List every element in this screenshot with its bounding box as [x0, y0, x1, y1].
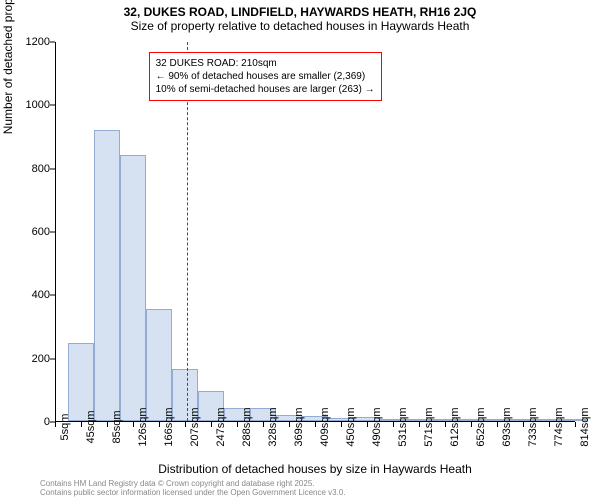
histogram-bar: [146, 309, 172, 421]
plot-area: 32 DUKES ROAD: 210sqm ← 90% of detached …: [55, 42, 575, 422]
footer-text: Contains HM Land Registry data © Crown c…: [40, 480, 346, 498]
footer-line2: Contains public sector information licen…: [40, 489, 346, 498]
x-tick-label: 531sqm: [397, 407, 409, 446]
x-tick-label: 126sqm: [137, 407, 149, 446]
x-tick-label: 45sqm: [85, 410, 97, 443]
x-tick-label: 288sqm: [241, 407, 253, 446]
y-tick-label: 600: [15, 226, 50, 238]
callout-line3: 10% of semi-detached houses are larger (…: [156, 83, 375, 96]
x-tick-label: 774sqm: [553, 407, 565, 446]
x-tick-label: 652sqm: [475, 407, 487, 446]
x-tick-mark: [315, 422, 316, 427]
x-axis-label: Distribution of detached houses by size …: [55, 462, 575, 476]
histogram-bar: [120, 155, 146, 421]
callout-line1: 32 DUKES ROAD: 210sqm: [156, 57, 375, 70]
title-line2: Size of property relative to detached ho…: [10, 19, 590, 33]
x-tick-label: 450sqm: [345, 407, 357, 446]
x-tick-label: 571sqm: [423, 407, 435, 446]
x-tick-label: 612sqm: [449, 407, 461, 446]
histogram-bar: [68, 343, 94, 421]
x-tick-mark: [211, 422, 212, 427]
chart-title: 32, DUKES ROAD, LINDFIELD, HAYWARDS HEAT…: [0, 0, 600, 38]
x-tick-mark: [81, 422, 82, 427]
x-tick-label: 5sqm: [59, 414, 71, 441]
x-tick-label: 409sqm: [319, 407, 331, 446]
x-tick-mark: [471, 422, 472, 427]
x-tick-mark: [237, 422, 238, 427]
y-tick-label: 0: [15, 416, 50, 428]
x-tick-mark: [185, 422, 186, 427]
x-tick-label: 207sqm: [189, 407, 201, 446]
x-tick-label: 85sqm: [111, 410, 123, 443]
x-tick-mark: [55, 422, 56, 427]
y-tick-label: 800: [15, 163, 50, 175]
x-tick-label: 490sqm: [371, 407, 383, 446]
x-tick-mark: [523, 422, 524, 427]
callout-line2: ← 90% of detached houses are smaller (2,…: [156, 70, 375, 83]
chart-container: 32, DUKES ROAD, LINDFIELD, HAYWARDS HEAT…: [0, 0, 600, 500]
x-tick-mark: [549, 422, 550, 427]
y-tick-label: 1200: [15, 36, 50, 48]
x-tick-mark: [497, 422, 498, 427]
y-tick-label: 400: [15, 289, 50, 301]
x-tick-label: 328sqm: [267, 407, 279, 446]
y-tick-label: 200: [15, 353, 50, 365]
x-tick-label: 247sqm: [215, 407, 227, 446]
x-tick-label: 814sqm: [579, 407, 591, 446]
x-tick-label: 733sqm: [527, 407, 539, 446]
x-tick-label: 369sqm: [293, 407, 305, 446]
x-tick-mark: [575, 422, 576, 427]
x-tick-mark: [393, 422, 394, 427]
histogram-bar: [94, 130, 120, 421]
x-tick-mark: [445, 422, 446, 427]
x-tick-mark: [341, 422, 342, 427]
callout-box: 32 DUKES ROAD: 210sqm ← 90% of detached …: [149, 52, 382, 101]
x-tick-mark: [107, 422, 108, 427]
x-tick-mark: [263, 422, 264, 427]
y-tick-label: 1000: [15, 99, 50, 111]
x-tick-mark: [419, 422, 420, 427]
title-line1: 32, DUKES ROAD, LINDFIELD, HAYWARDS HEAT…: [10, 5, 590, 19]
x-tick-mark: [289, 422, 290, 427]
x-tick-mark: [367, 422, 368, 427]
x-tick-mark: [159, 422, 160, 427]
x-tick-mark: [133, 422, 134, 427]
x-tick-label: 166sqm: [163, 407, 175, 446]
y-axis-label: Number of detached properties: [1, 0, 15, 134]
x-tick-label: 693sqm: [501, 407, 513, 446]
